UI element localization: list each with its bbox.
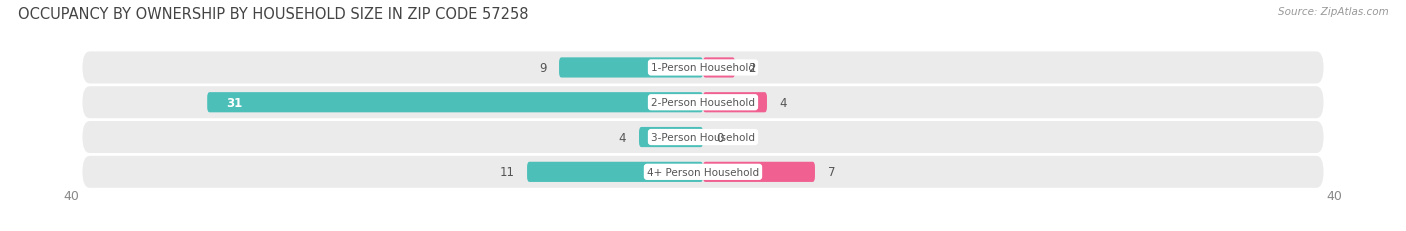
FancyBboxPatch shape xyxy=(640,127,703,147)
FancyBboxPatch shape xyxy=(83,87,1323,119)
Text: 1-Person Household: 1-Person Household xyxy=(651,63,755,73)
FancyBboxPatch shape xyxy=(83,52,1323,84)
Text: 40: 40 xyxy=(63,189,79,202)
FancyBboxPatch shape xyxy=(83,156,1323,188)
Text: 9: 9 xyxy=(538,62,547,75)
FancyBboxPatch shape xyxy=(83,122,1323,153)
Text: 4+ Person Household: 4+ Person Household xyxy=(647,167,759,177)
Legend: Owner-occupied, Renter-occupied: Owner-occupied, Renter-occupied xyxy=(568,226,838,231)
FancyBboxPatch shape xyxy=(703,58,735,78)
Text: 11: 11 xyxy=(499,166,515,179)
Text: 2-Person Household: 2-Person Household xyxy=(651,98,755,108)
FancyBboxPatch shape xyxy=(703,162,815,182)
Text: 7: 7 xyxy=(828,166,835,179)
Text: OCCUPANCY BY OWNERSHIP BY HOUSEHOLD SIZE IN ZIP CODE 57258: OCCUPANCY BY OWNERSHIP BY HOUSEHOLD SIZE… xyxy=(18,7,529,22)
FancyBboxPatch shape xyxy=(527,162,703,182)
Text: 2: 2 xyxy=(748,62,755,75)
Text: 4: 4 xyxy=(619,131,626,144)
Text: 40: 40 xyxy=(1327,189,1343,202)
Text: 3-Person Household: 3-Person Household xyxy=(651,132,755,143)
FancyBboxPatch shape xyxy=(560,58,703,78)
Text: Source: ZipAtlas.com: Source: ZipAtlas.com xyxy=(1278,7,1389,17)
FancyBboxPatch shape xyxy=(703,93,768,113)
Text: 31: 31 xyxy=(226,96,243,109)
Text: 0: 0 xyxy=(716,131,723,144)
FancyBboxPatch shape xyxy=(207,93,703,113)
Text: 4: 4 xyxy=(780,96,787,109)
